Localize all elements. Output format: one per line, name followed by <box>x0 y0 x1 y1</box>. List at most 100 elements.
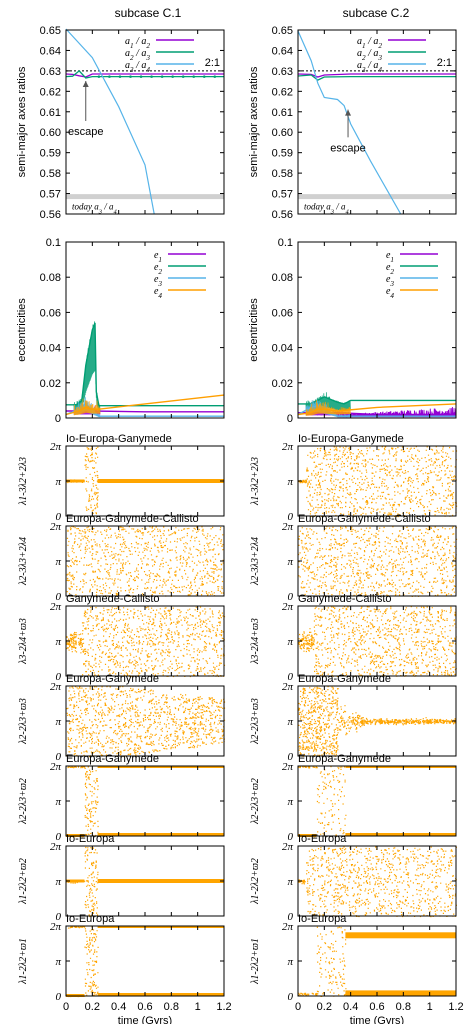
angle-panel-r5-c1: 0 π 2π Europa-Ganymede λ2-2λ3+ϖ2 <box>18 753 225 843</box>
series-marker <box>129 75 132 78</box>
legend-label: a1 / a2 <box>125 36 150 50</box>
angle-panel-title: Io-Europa <box>66 913 115 925</box>
y-tick-label: π <box>287 556 293 568</box>
y-tick-label: 2π <box>50 921 62 933</box>
libration-band <box>97 879 224 883</box>
escape-arrowhead <box>345 109 352 116</box>
y-tick-label: 0.60 <box>272 127 293 139</box>
angle-ylabel: λ1-2λ2+ϖ2 <box>250 858 261 905</box>
angle-panel-r7-c2: 0 0.2 0.4 0.6 0.8 1 1.2 0 π 2π Io-Europa λ1-2λ2+ϖ1 t… <box>250 913 464 1024</box>
angle-panel-r3-c1: 0 π 2π Ganymede-Callisto λ3-2λ4+ϖ3 <box>18 593 226 683</box>
eccentricity-ylabel: eccentricities <box>16 298 28 362</box>
y-tick-label: π <box>287 636 293 648</box>
y-tick-label: 0 <box>56 671 62 683</box>
y-tick-label: 0.61 <box>272 107 293 119</box>
series-line-4 <box>65 394 225 416</box>
y-tick-label: 0.59 <box>272 148 293 160</box>
legend-label: e1 <box>386 250 394 264</box>
legend-label: a3 / a4 <box>125 60 150 74</box>
x-tick-label: 0.6 <box>137 1001 152 1013</box>
series-marker <box>181 75 185 78</box>
x-tick-label: 0.2 <box>317 1001 332 1013</box>
angle-ylabel: λ3-2λ4+ϖ3 <box>18 618 29 665</box>
series-line-3 <box>297 30 402 215</box>
angle-panel-title: Europa-Ganymede <box>66 753 159 765</box>
angle-ylabel: λ2-2λ3+ϖ3 <box>18 698 29 745</box>
series-marker <box>213 75 217 78</box>
y-tick-label: 2π <box>282 681 294 693</box>
legend-label: e3 <box>154 274 162 288</box>
y-tick-label: 0 <box>287 413 293 425</box>
y-tick-label: 0.57 <box>272 189 293 201</box>
legend-label: e4 <box>386 286 394 300</box>
semi-axes-frame <box>297 29 457 215</box>
libration-band <box>97 993 224 996</box>
eccentricity-panel-2: 0 0.02 0.04 0.06 0.08 0.1 eccentricities e1e2e3… <box>248 237 457 425</box>
libration-band <box>97 479 224 483</box>
series-line-2 <box>297 74 456 81</box>
angle-frame <box>65 765 225 837</box>
libration-band <box>97 833 224 836</box>
y-tick-label: π <box>55 876 61 888</box>
series-line-1 <box>65 73 224 78</box>
libration-band-top <box>345 766 456 768</box>
y-tick-label: 0 <box>56 831 62 843</box>
angle-panel-title: Io-Europa-Ganymede <box>66 433 172 445</box>
libration-band-high <box>345 932 456 939</box>
series-marker <box>192 75 196 78</box>
y-tick-label: 0.58 <box>272 168 293 180</box>
x-tick-label: 0.6 <box>369 1001 384 1013</box>
series-line-2 <box>65 70 224 79</box>
y-tick-label: π <box>55 556 61 568</box>
libration-band-low <box>345 990 456 997</box>
libration-band-top <box>97 766 224 768</box>
y-tick-label: π <box>287 716 293 728</box>
y-tick-label: 0.65 <box>40 25 61 37</box>
angle-points <box>66 686 226 758</box>
y-tick-label: 0.1 <box>46 237 61 249</box>
semi-axes-panel-2: today a3 / a4 2:1 escape 0.56 0.57 0.58 0.59 0.… <box>248 25 457 221</box>
semi-axes-panel-1: today a3 / a4 2:1 escape 0.56 0.57 0.58 0.59 0.… <box>16 25 225 221</box>
y-tick-label: 2π <box>282 521 294 533</box>
y-tick-label: 2π <box>50 681 62 693</box>
series-marker <box>97 75 101 78</box>
angle-panel-title: Io-Europa <box>66 833 115 845</box>
y-tick-label: π <box>55 476 61 488</box>
y-tick-label: 0.02 <box>272 378 293 390</box>
today-band <box>66 194 224 200</box>
angle-ylabel: λ1-2λ2+ϖ2 <box>18 858 29 905</box>
angle-points <box>298 846 457 918</box>
y-tick-label: 0.60 <box>40 127 61 139</box>
column-title-c1: subcase C.1 <box>115 6 182 20</box>
x-axis-label: time (Gyrs) <box>118 1015 172 1024</box>
panels: today a3 / a4 2:1 escape 0.56 0.57 0.58 0.59 0.… <box>16 25 464 1024</box>
angle-panel-r7-c1: 0 0.2 0.4 0.6 0.8 1 1.2 0 π 2π Io-Europa λ1-2λ2+ϖ1 t… <box>18 913 232 1024</box>
series-line-1 <box>297 73 456 78</box>
y-tick-label: π <box>287 956 293 968</box>
angle-points <box>298 926 347 997</box>
series-line-2 <box>66 322 224 407</box>
angle-ylabel: λ1-2λ2+ϖ1 <box>18 938 29 985</box>
semi-axes-ylabel: semi-major axes ratios <box>248 66 260 177</box>
resonance-label: 2:1 <box>205 57 220 69</box>
x-tick-label: 0.8 <box>396 1001 411 1013</box>
y-tick-label: 0.63 <box>40 66 61 78</box>
escape-label: escape <box>68 126 103 138</box>
angle-panel-r2-c2: 0 π 2π Europa-Ganymede-Callisto λ2-3λ3+2λ4 <box>250 513 458 603</box>
y-tick-label: π <box>55 956 61 968</box>
angle-points <box>298 606 457 678</box>
y-tick-label: 0 <box>288 831 294 843</box>
angle-panel-r6-c1: 0 π 2π Io-Europa λ1-2λ2+ϖ2 <box>18 833 225 923</box>
x-tick-label: 0.8 <box>164 1001 179 1013</box>
y-tick-label: 0.63 <box>272 66 293 78</box>
angle-ylabel: λ1-3λ2+2λ3 <box>18 457 29 506</box>
angle-ylabel: λ2-3λ3+2λ4 <box>250 537 261 586</box>
y-tick-label: 2π <box>282 601 294 613</box>
angle-points <box>298 446 458 518</box>
y-tick-label: 0.62 <box>272 86 293 98</box>
x-tick-label: 0 <box>295 1001 301 1013</box>
angle-ylabel: λ2-3λ3+2λ4 <box>18 537 29 586</box>
y-tick-label: π <box>55 636 61 648</box>
y-tick-label: π <box>287 476 293 488</box>
angle-panel-title: Ganymede-Callisto <box>66 593 160 605</box>
